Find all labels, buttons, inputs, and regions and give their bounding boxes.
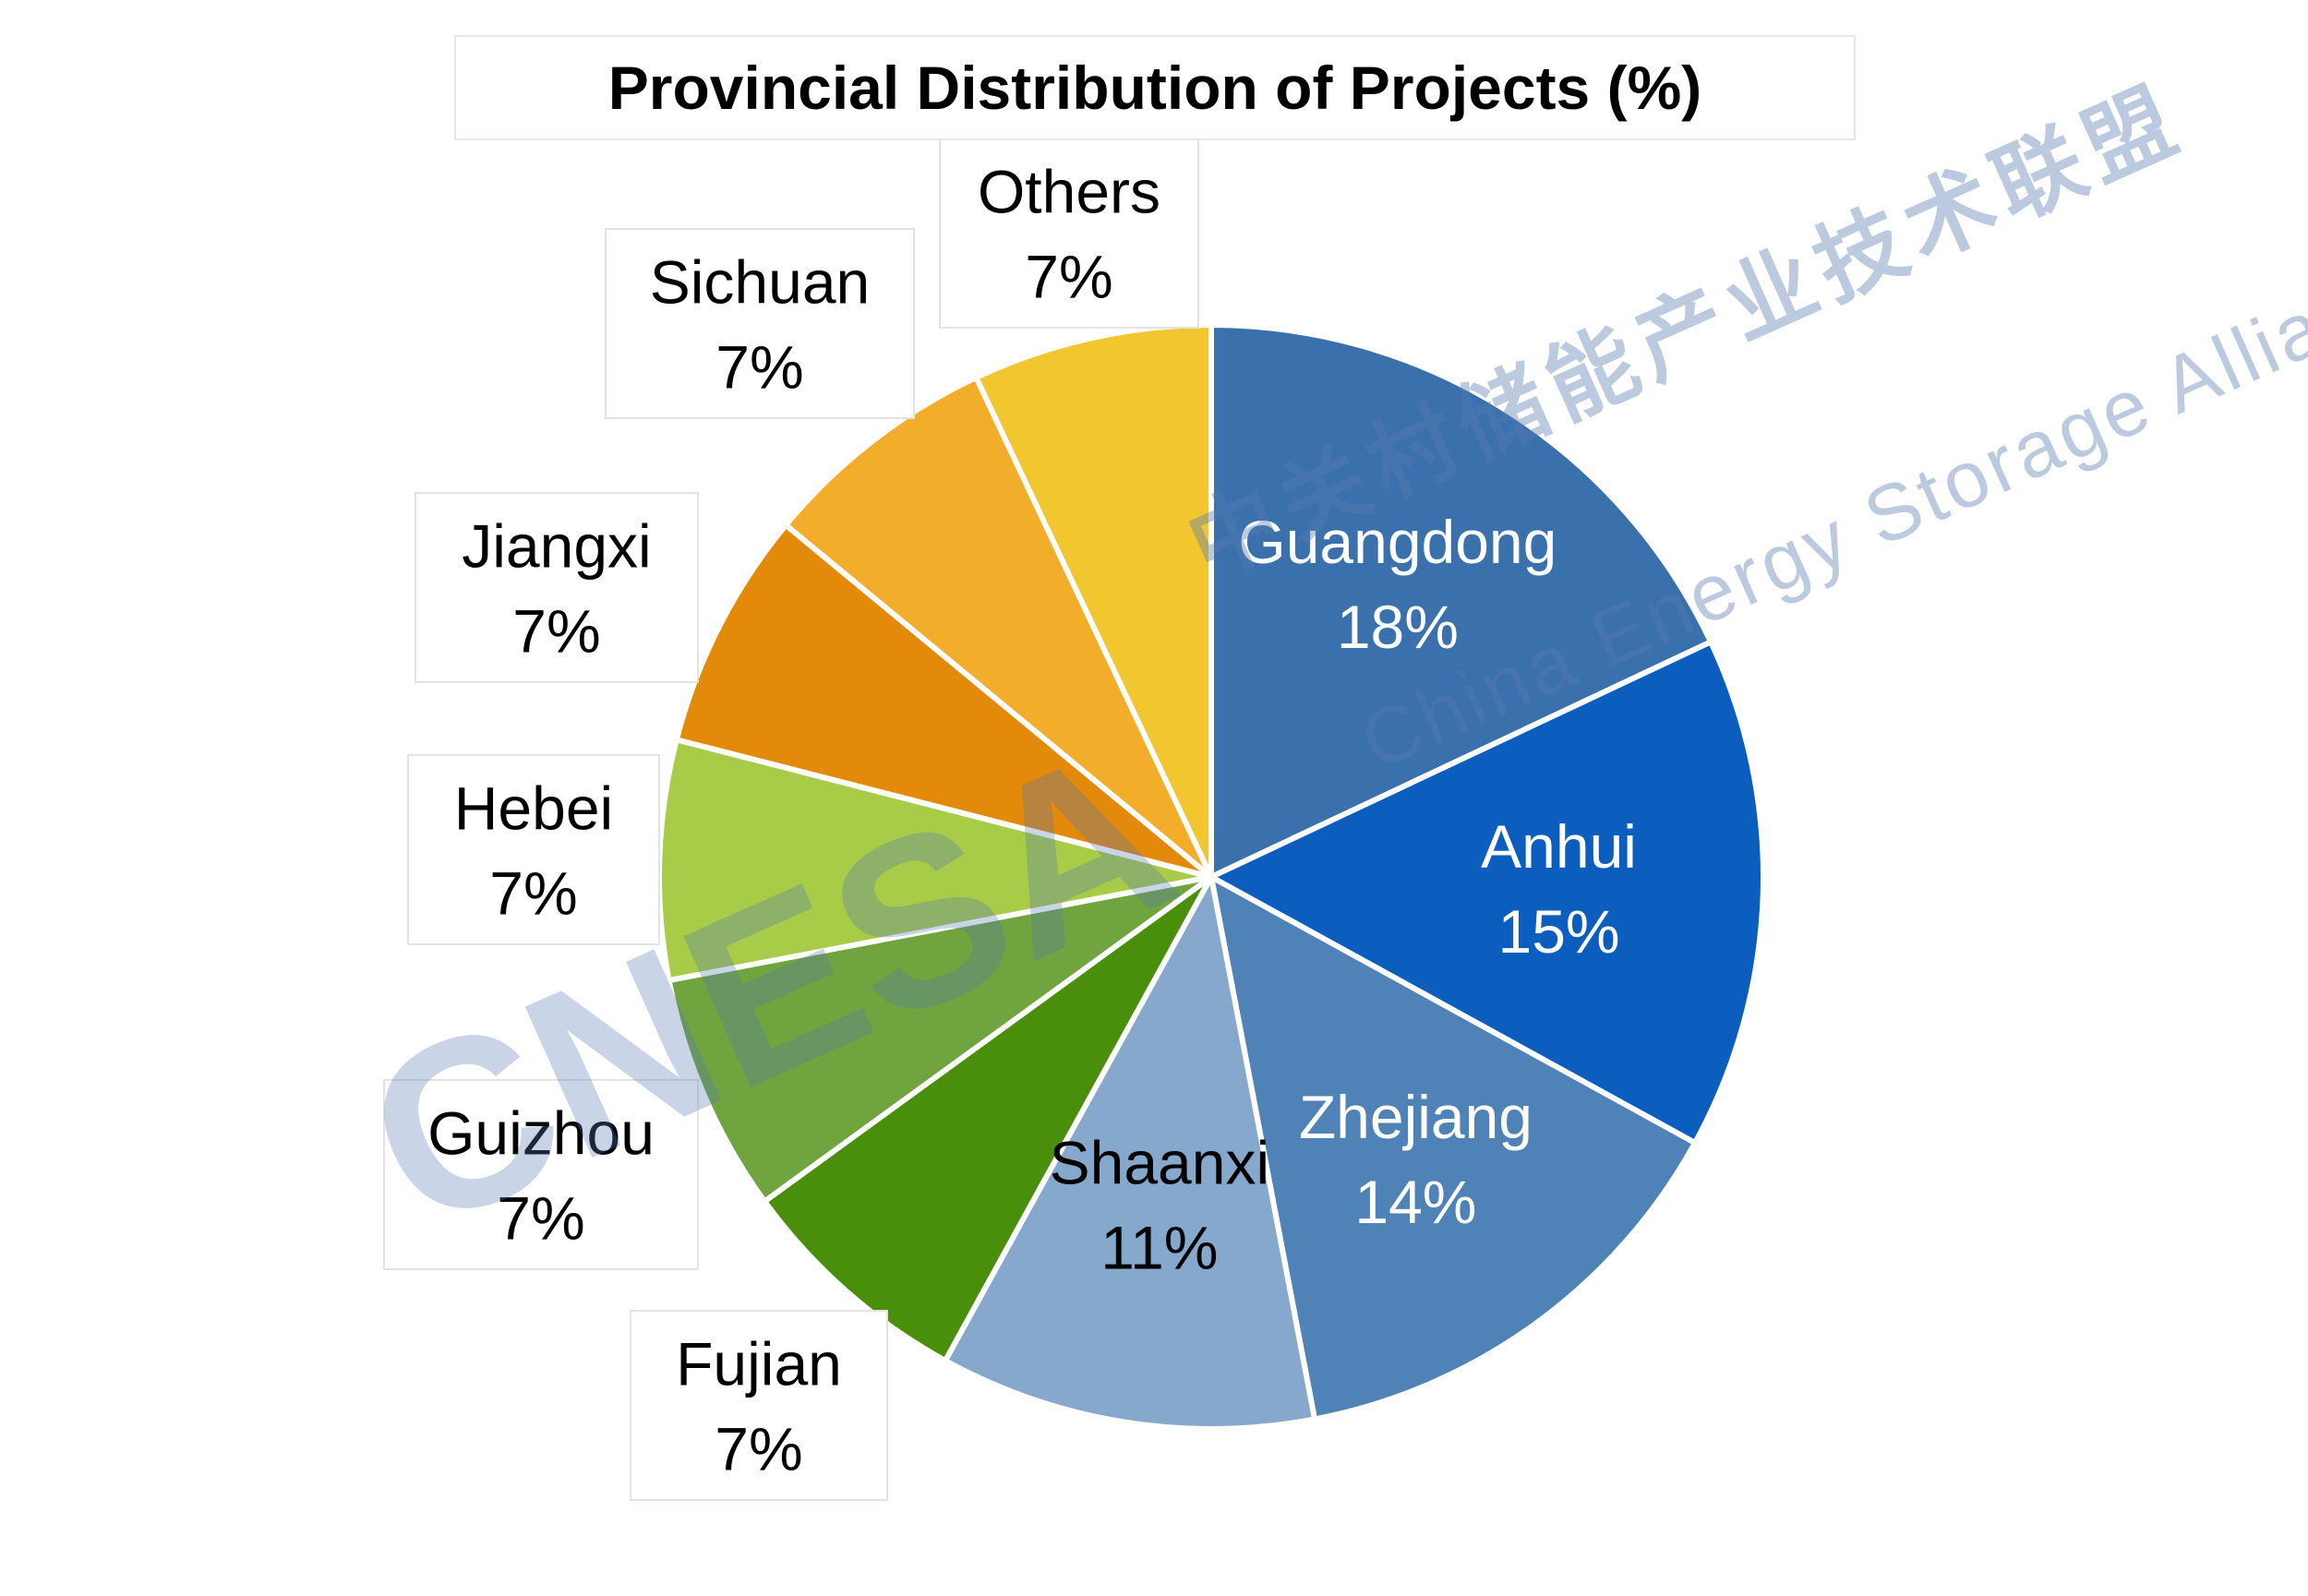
pie-slice-fujian (761, 874, 1214, 1365)
pie-slice-guizhou (666, 874, 1213, 1206)
slice-value-guangdong: 18% (1337, 593, 1459, 661)
pie-slice-guangdong (1208, 321, 1715, 882)
slice-value-sichuan: 7% (715, 333, 803, 402)
slice-value-anhui: 15% (1497, 897, 1619, 966)
slice-label-fujian: Fujian (676, 1330, 842, 1398)
pie-slice-shaanxi (941, 869, 1318, 1432)
slice-value-fujian: 7% (715, 1415, 802, 1483)
pie-slice-zhejiang (1207, 871, 1700, 1422)
pie-slice-sichuan (782, 373, 1214, 880)
label-box-sichuan (605, 228, 915, 419)
chart-title: Provincial Distribution of Projects (%) (607, 54, 1702, 122)
slice-value-guizhou: 7% (497, 1184, 584, 1253)
label-box-guizhou (383, 1079, 699, 1270)
slice-label-sichuan: Sichuan (650, 248, 871, 317)
slice-label-shaanxi: Shaanxi (1050, 1128, 1270, 1196)
slice-label-anhui: Anhui (1481, 812, 1637, 881)
slice-label-zhejiang: Zhejiang (1299, 1083, 1533, 1151)
slice-label-guizhou: Guizhou (427, 1099, 655, 1168)
slice-label-jiangxi: Jiangxi (462, 512, 651, 581)
slice-value-zhejiang: 14% (1354, 1168, 1476, 1236)
slice-value-others: 7% (1025, 243, 1112, 311)
chart-title-box: Provincial Distribution of Projects (%) (454, 35, 1856, 140)
slice-label-guangdong: Guangdong (1238, 508, 1557, 576)
slice-label-hebei: Hebei (454, 774, 613, 843)
label-box-jiangxi (415, 492, 699, 683)
slice-value-hebei: 7% (489, 859, 577, 928)
label-box-hebei (407, 754, 660, 945)
slice-value-jiangxi: 7% (512, 597, 600, 666)
slice-label-others: Others (978, 158, 1160, 226)
slice-value-shaanxi: 11% (1100, 1213, 1218, 1281)
label-box-fujian (630, 1310, 888, 1501)
pie-slice-anhui (1205, 638, 1767, 1147)
pie-slice-jiangxi (673, 521, 1213, 880)
